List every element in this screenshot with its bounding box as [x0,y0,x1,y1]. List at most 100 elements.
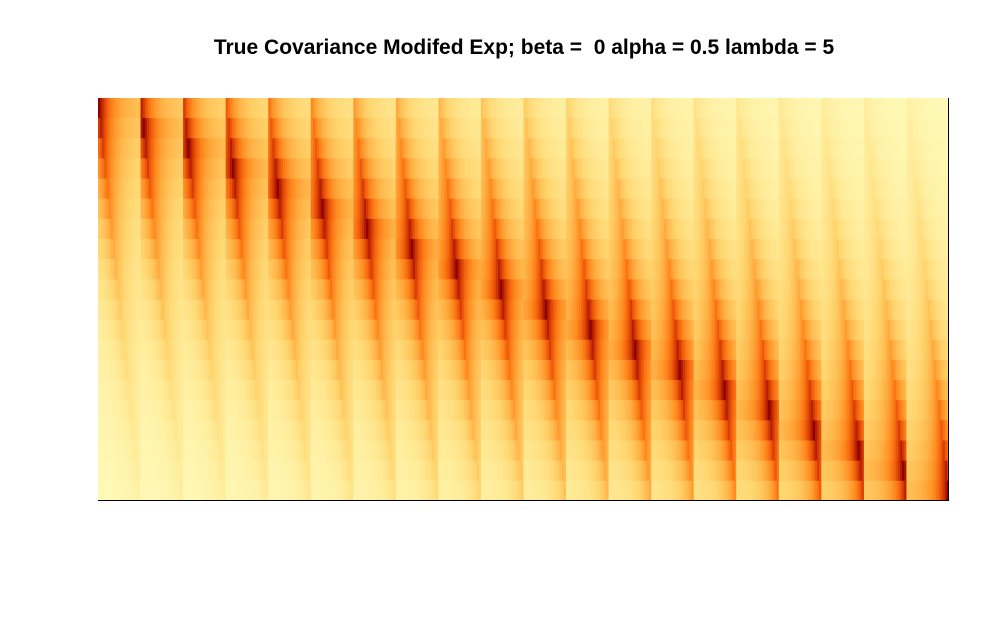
heatmap-cell [495,218,499,240]
heatmap-cell [519,299,522,321]
heatmap-cell [893,259,897,280]
heatmap-cell [732,138,735,160]
heatmap-cell [506,98,510,119]
heatmap-cell [144,218,148,240]
heatmap-cell [846,198,850,220]
heatmap-cell [193,198,197,220]
heatmap-cell [917,259,920,280]
heatmap-cell [742,299,746,321]
heatmap-cell [329,279,333,301]
heatmap-cell [391,178,395,200]
heatmap-cell [583,158,586,180]
heatmap-cell [653,158,657,180]
heatmap-cell [338,239,342,260]
heatmap-cell [393,319,397,341]
heatmap-cell [559,259,563,280]
heatmap-cell [225,178,229,200]
heatmap-cell [138,178,142,200]
heatmap-cell [478,178,482,200]
heatmap-cell [108,98,112,119]
heatmap-cell [355,178,359,200]
heatmap-cell [755,178,759,200]
heatmap-cell [880,279,884,301]
heatmap-cell [417,198,420,220]
heatmap-cell [755,138,759,160]
heatmap-cell [829,319,833,341]
heatmap-cell [753,279,756,301]
heatmap-cell [868,198,871,220]
heatmap-cell [514,218,518,240]
heatmap-cell [100,299,103,321]
heatmap-cell [744,138,748,160]
heatmap-cell [289,158,293,180]
heatmap-cell [944,198,948,220]
heatmap-cell [483,198,486,220]
heatmap-cell [263,138,267,160]
heatmap-cell [929,319,933,341]
heatmap-cell [723,279,727,301]
heatmap-cell [215,138,218,160]
heatmap-cell [840,98,844,119]
heatmap-cell [917,279,920,301]
heatmap-cell [772,178,776,200]
heatmap-cell [793,239,797,260]
heatmap-cell [478,138,482,160]
heatmap-cell [717,319,720,341]
heatmap-cell [402,319,405,341]
heatmap-cell [761,198,765,220]
heatmap-cell [736,158,739,180]
heatmap-cell [904,138,908,160]
heatmap-cell [197,239,201,260]
heatmap-cell [185,98,188,119]
heatmap-cell [393,239,397,260]
heatmap-cell [212,299,216,321]
heatmap-cell [459,299,463,321]
heatmap-cell [183,319,186,341]
heatmap-cell [517,118,520,139]
heatmap-cell [442,299,446,321]
heatmap-cell [831,158,835,180]
heatmap-cell [100,158,103,180]
heatmap-cell [257,339,261,361]
heatmap-cell [274,259,278,280]
heatmap-cell [900,118,903,139]
heatmap-cell [406,198,410,220]
heatmap-cell [342,118,346,139]
heatmap-cell [908,178,912,200]
heatmap-cell [695,279,699,301]
heatmap-cell [570,319,574,341]
heatmap-cell [540,259,544,280]
heatmap-cell [678,178,682,200]
heatmap-cell [940,319,944,341]
heatmap-cell [568,239,571,260]
heatmap-cell [880,218,884,240]
heatmap-cell [132,339,135,361]
heatmap-cell [295,118,299,139]
heatmap-cell [925,118,929,139]
heatmap-cell [523,299,527,321]
heatmap-cell [459,239,463,260]
heatmap-cell [383,198,386,220]
heatmap-cell [306,299,310,321]
heatmap-cell [525,299,529,321]
heatmap-cell [410,198,414,220]
heatmap-cell [802,118,805,139]
heatmap-cell [525,158,529,180]
heatmap-cell [453,98,457,119]
heatmap-cell [491,218,495,240]
heatmap-cell [155,198,159,220]
heatmap-cell [268,118,271,139]
heatmap-cell [640,279,644,301]
heatmap-cell [876,198,880,220]
heatmap-cell [468,178,471,200]
heatmap-cell [623,299,627,321]
heatmap-cell [759,239,763,260]
heatmap-cell [744,118,748,139]
heatmap-cell [929,239,933,260]
heatmap-cell [878,218,882,240]
heatmap-cell [402,299,405,321]
heatmap-cell [155,118,159,139]
heatmap-cell [872,178,876,200]
heatmap-cell [736,198,739,220]
heatmap-cell [587,178,591,200]
